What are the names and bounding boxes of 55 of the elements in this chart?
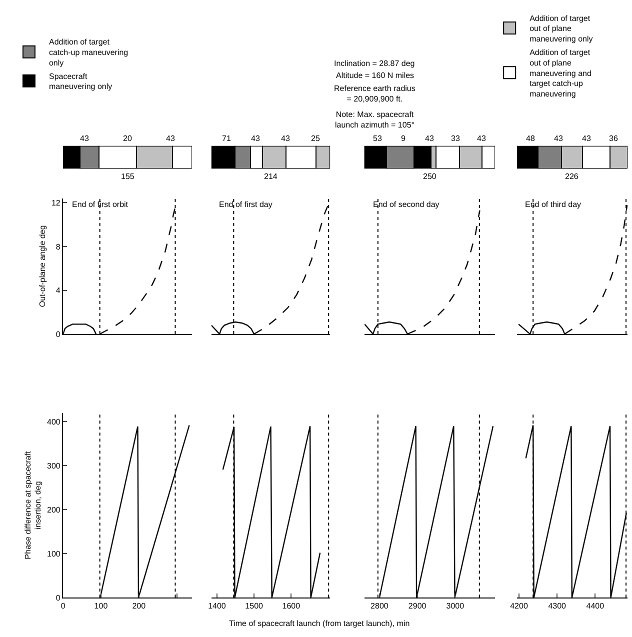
text: Time of spacecraft launch (from target launch), min xyxy=(229,619,410,628)
text: 71 xyxy=(222,134,232,143)
x-tick-label: 2800 xyxy=(370,601,389,610)
text: 43 xyxy=(582,134,592,143)
text: 43 xyxy=(166,134,176,143)
x-tick-label: 200 xyxy=(132,601,146,610)
text: 250 xyxy=(423,172,437,181)
text: 43 xyxy=(251,134,260,143)
x-tick-label: 3000 xyxy=(446,601,465,610)
text: 9 xyxy=(401,134,406,143)
legend-label: Addition of target out of plane maneuvering and target catch-up maneuvering xyxy=(530,48,592,99)
text: 33 xyxy=(451,134,460,143)
x-tick-label: 1600 xyxy=(282,601,301,610)
y-tick-label: 400 xyxy=(47,418,61,427)
text: 20 xyxy=(123,134,132,143)
annotation: End of third day xyxy=(525,200,582,209)
y-tick-label: 12 xyxy=(51,198,61,208)
legend-label: Addition of target out of plane maneuvering only xyxy=(530,14,593,44)
annotation: End of second day xyxy=(373,200,440,209)
legend-label: Spacecraft maneuvering only xyxy=(48,72,112,92)
annotation: End of first day xyxy=(219,200,272,209)
x-tick-label: 1400 xyxy=(208,601,226,610)
y-tick-label: 0 xyxy=(56,330,61,339)
y-tick-label: 0 xyxy=(56,593,61,602)
text: 226 xyxy=(565,172,579,181)
y-tick-label: 200 xyxy=(47,505,61,514)
text: 48 xyxy=(526,134,536,143)
x-tick-label: 4200 xyxy=(510,601,528,610)
text: 53 xyxy=(373,134,382,143)
text: 43 xyxy=(80,134,90,143)
text: 214 xyxy=(264,172,278,181)
x-tick-label: 4400 xyxy=(586,601,605,610)
text: 25 xyxy=(311,134,320,143)
text: Reference earth radius = 20,909,900 ft. xyxy=(334,84,416,104)
y-tick-label: 100 xyxy=(47,549,61,558)
text: 155 xyxy=(121,172,135,181)
text: 43 xyxy=(281,134,290,143)
text: 43 xyxy=(425,134,434,143)
y-tick-label: 8 xyxy=(56,242,61,252)
text: Inclination = 28.87 deg xyxy=(334,59,415,68)
text: 43 xyxy=(554,134,564,143)
x-tick-label: 100 xyxy=(94,601,108,610)
x-tick-label: 4300 xyxy=(548,601,567,610)
y-axis-title: Phase difference at spacecraft insertion, deg xyxy=(23,450,43,560)
y-axis-title: Out-of-plane angle deg xyxy=(38,225,48,308)
y-tick-label: 4 xyxy=(56,286,61,296)
text: 43 xyxy=(477,134,486,143)
text: Note: Max. spacecraft launch azimuth = 105° xyxy=(335,110,414,130)
legend-label: Addition of target catch-up maneuvering only xyxy=(48,38,128,68)
y-tick-label: 300 xyxy=(47,461,61,470)
x-tick-label: 1500 xyxy=(245,601,264,610)
text: 36 xyxy=(609,134,618,143)
x-tick-label: 2900 xyxy=(408,601,427,610)
annotation: End of first orbit xyxy=(72,200,129,209)
text: Altitude = 160 N miles xyxy=(336,71,414,80)
